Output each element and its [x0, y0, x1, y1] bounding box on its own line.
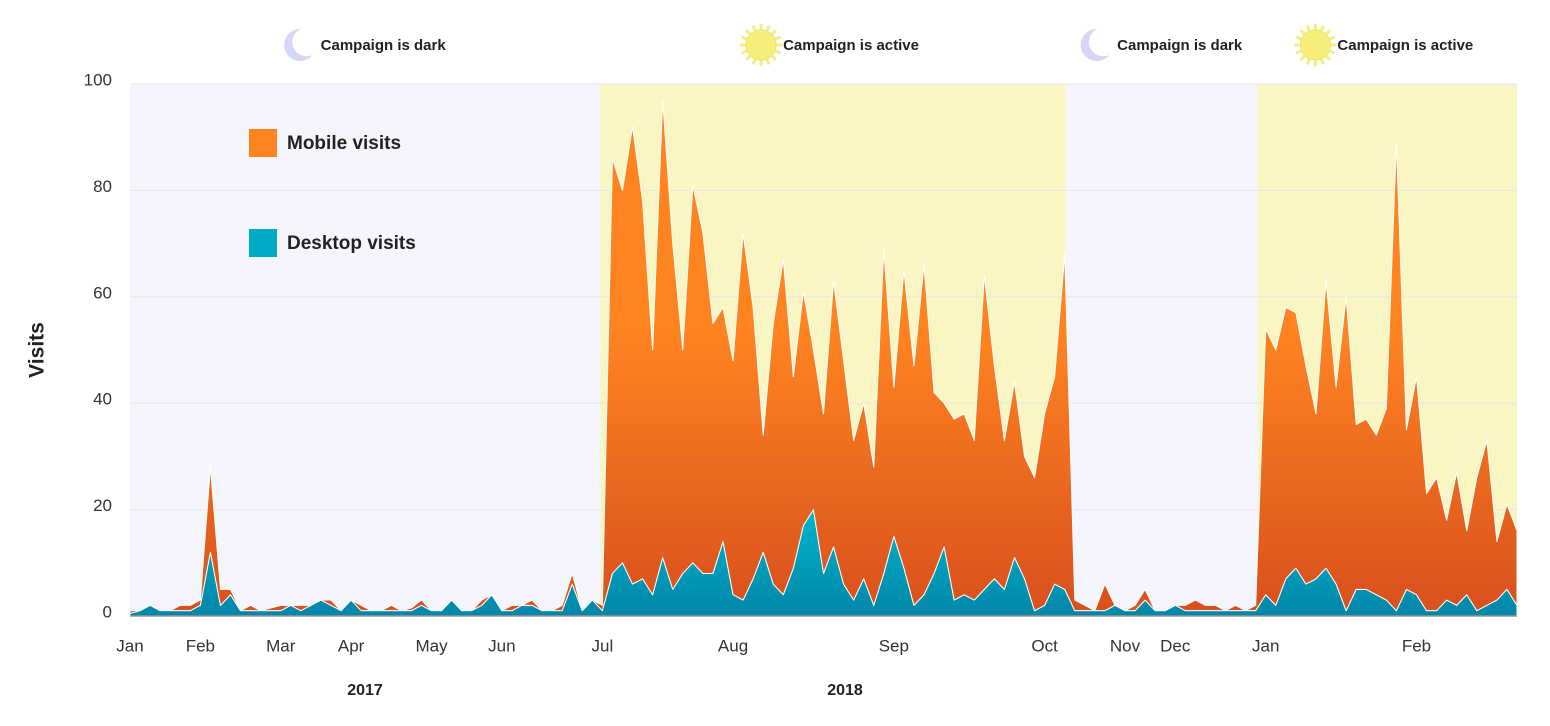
legend-swatch — [249, 129, 277, 157]
x-tick-label: Dec — [1160, 636, 1191, 655]
y-axis-title: Visits — [26, 322, 49, 378]
moon-icon — [1080, 28, 1110, 61]
band-label: Campaign is active — [1337, 37, 1473, 54]
legend: Mobile visits Desktop visits — [249, 129, 416, 257]
x-tick-label: May — [415, 636, 448, 655]
legend-swatch — [249, 229, 277, 257]
x-tick-label: Aug — [718, 636, 748, 655]
sun-disc — [745, 29, 777, 61]
x-tick-label: Apr — [338, 636, 365, 655]
area — [129, 99, 1518, 614]
x-tick-label: Feb — [1402, 636, 1431, 655]
x-tick-label: Jun — [488, 636, 515, 655]
campaign-band — [130, 84, 601, 616]
y-tick-label: 40 — [93, 390, 112, 409]
year-label: 2018 — [827, 682, 863, 699]
x-tick-label: Sep — [879, 636, 909, 655]
sun-icon — [1294, 24, 1337, 66]
campaign-band — [1065, 84, 1258, 616]
y-tick-label: 20 — [93, 496, 112, 515]
y-tick-label: 100 — [84, 70, 112, 89]
sun-disc — [1299, 29, 1331, 61]
band-label: Campaign is active — [783, 37, 919, 54]
x-tick-label: Jan — [116, 636, 143, 655]
band-label: Campaign is dark — [1117, 37, 1243, 54]
y-tick-label: 60 — [93, 283, 112, 302]
band-label: Campaign is dark — [321, 37, 447, 54]
year-label: 2017 — [347, 682, 383, 699]
y-tick-label: 80 — [93, 177, 112, 196]
legend-label: Desktop visits — [287, 233, 416, 254]
sun-icon — [740, 24, 783, 66]
legend-label: Mobile visits — [287, 133, 401, 154]
x-tick-label: Mar — [266, 636, 296, 655]
x-tick-label: Feb — [186, 636, 215, 655]
x-tick-label: Jan — [1252, 636, 1279, 655]
moon-icon — [284, 28, 313, 61]
x-tick-label: Jul — [592, 636, 614, 655]
axes: 0 20 40 60 80 100 Jan Feb Mar Apr May Jun Jul Aug Sep O… — [84, 70, 1517, 699]
x-tick-label: Nov — [1110, 636, 1141, 655]
x-tick-label: Oct — [1031, 636, 1058, 655]
y-tick-label: 0 — [103, 602, 112, 621]
